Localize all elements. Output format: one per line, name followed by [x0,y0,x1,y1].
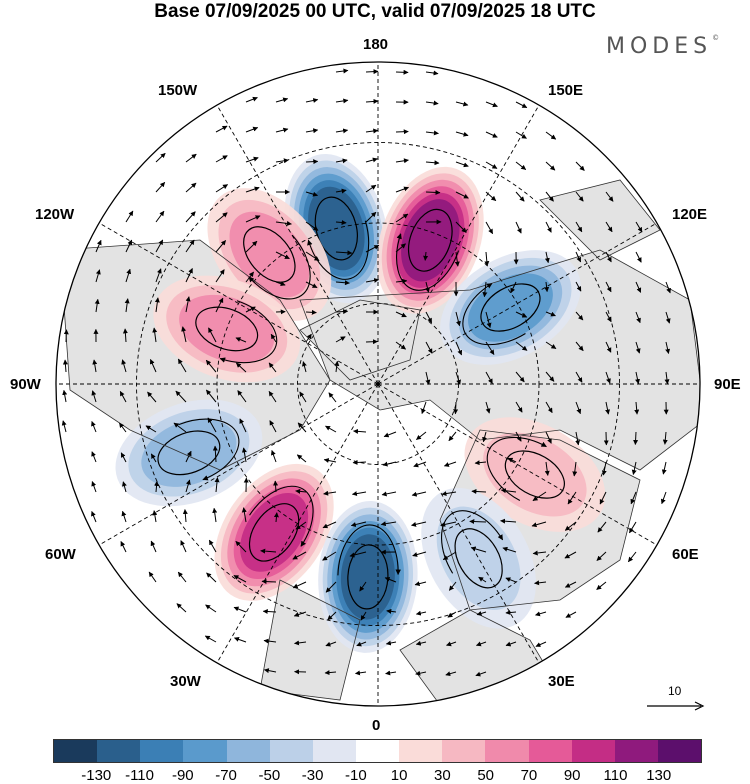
colorbar-tick-label: -30 [302,767,324,784]
colorbar-swatch-8 [356,740,399,762]
colorbar-ticks: -130 -110 -90 -70 -50 -30 -10 10 30 50 70 90 110 130 [0,767,750,783]
colorbar-swatch-2 [97,740,140,762]
colorbar-tick-label: 30 [434,767,451,784]
lon-label-30e: 30E [548,674,575,690]
colorbar-swatch-3 [140,740,183,762]
lon-label-60e: 60E [672,547,699,563]
colorbar-swatch-9 [399,740,442,762]
lon-label-60w: 60W [45,547,76,563]
colorbar [53,739,702,763]
wind-vector [470,521,486,522]
colorbar-tick-label: 110 [603,767,627,784]
lon-label-0: 0 [372,718,380,734]
wind-vector [366,71,378,72]
wind-vector [366,341,377,342]
colorbar-tick-label: -90 [172,767,194,784]
lon-label-120w: 120W [35,207,74,223]
vector-reference: 10 [645,684,705,714]
colorbar-swatch-6 [270,740,313,762]
colorbar-tick-label: -110 [125,767,154,784]
colorbar-swatch-15 [658,740,701,762]
colorbar-tick-label: -70 [215,767,237,784]
wind-vector [455,402,456,414]
wind-vector [353,462,366,463]
colorbar-tick-label: 10 [391,767,408,784]
colorbar-tick-label: 90 [564,767,581,784]
lon-label-150w: 150W [158,83,197,99]
wind-vector [306,161,318,162]
colorbar-swatch-13 [572,740,615,762]
lon-label-30w: 30W [170,674,201,690]
wind-vector [262,581,276,582]
reference-arrow-icon [645,684,705,714]
colorbar-tick-label: 130 [646,767,671,784]
colorbar-tick-label: -50 [258,767,280,784]
colorbar-swatch-14 [615,740,658,762]
colorbar-swatch-1 [54,740,97,762]
colorbar-tick-label: -10 [345,767,367,784]
wind-vector [336,311,348,312]
colorbar-swatch-11 [485,740,528,762]
lon-label-150e: 150E [548,83,583,99]
wind-vector [426,192,440,193]
colorbar-tick-label: 50 [477,767,494,784]
wind-vector [306,312,316,313]
colorbar-swatch-7 [313,740,356,762]
lon-label-90e: 90E [714,377,741,393]
lon-label-120e: 120E [672,207,707,223]
colorbar-swatch-4 [183,740,226,762]
colorbar-swatch-5 [227,740,270,762]
wind-vector [635,432,636,445]
colorbar-swatch-12 [529,740,572,762]
colorbar-tick-label: 70 [521,767,538,784]
colorbar-swatch-10 [442,740,485,762]
lon-label-180: 180 [363,37,388,53]
colorbar-tick-label: -130 [81,767,111,784]
lon-label-90w: 90W [10,377,41,393]
